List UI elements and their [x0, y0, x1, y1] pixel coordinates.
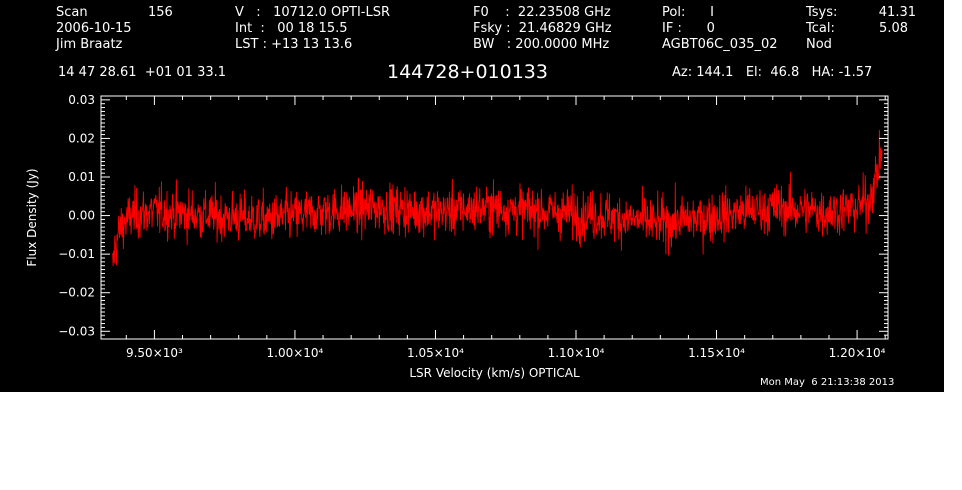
spectrum-chart: 9.50×10³ 1.00×10⁴ 1.05×10⁴ 1.10×10⁴ 1.15×10⁴… — [25, 93, 889, 380]
x-tick-label: 9.50×10³ — [126, 346, 183, 360]
axis-ticks: 9.50×10³ 1.00×10⁴ 1.05×10⁴ 1.10×10⁴ 1.15×10⁴… — [58, 93, 888, 360]
y-tick-label: 0.02 — [68, 131, 95, 145]
integration-time: Int : 00 18 15.5 — [235, 21, 348, 36]
lst-info: LST : +13 13 13.6 — [235, 37, 353, 52]
x-tick-label: 1.00×10⁴ — [267, 346, 324, 360]
observer: Jim Braatz — [56, 37, 123, 52]
y-tick-label: −0.01 — [58, 247, 95, 261]
source-name: 144728+010133 — [387, 61, 548, 83]
project-id: AGBT06C_035_02 — [662, 37, 778, 52]
x-tick-label: 1.10×10⁴ — [548, 346, 605, 360]
y-tick-label: 0.03 — [68, 93, 95, 107]
y-tick-label: 0.01 — [68, 170, 95, 184]
x-tick-label: 1.05×10⁴ — [407, 346, 464, 360]
obs-date: 2006-10-15 — [56, 21, 132, 36]
tcal-value: 5.08 — [879, 21, 908, 36]
spectrum-trace — [111, 129, 883, 267]
tcal-label: Tcal: — [806, 21, 835, 36]
source-coordinates: 14 47 28.61 +01 01 33.1 — [58, 65, 227, 80]
rest-frequency: F0 : 22.23508 GHz — [473, 5, 611, 20]
x-axis-label: LSR Velocity (km/s) OPTICAL — [409, 366, 580, 380]
switching-mode: Nod — [806, 37, 832, 52]
if-number: IF : 0 — [662, 21, 715, 36]
scan-value: 156 — [148, 5, 173, 20]
plot-window: Scan 156 2006-10-15 Jim Braatz V : 10712… — [0, 0, 944, 392]
polarization: Pol: I — [662, 5, 714, 20]
sky-frequency: Fsky : 21.46829 GHz — [473, 21, 612, 36]
spectrum-data-layer — [111, 129, 883, 267]
y-tick-label: −0.02 — [58, 286, 95, 300]
tsys-label: Tsys: — [806, 5, 838, 20]
tsys-value: 41.31 — [878, 5, 916, 20]
x-tick-label: 1.15×10⁴ — [688, 346, 745, 360]
x-tick-label: 1.20×10⁴ — [829, 346, 886, 360]
y-tick-label: 0.00 — [68, 209, 95, 223]
y-axis-label: Flux Density (Jy) — [25, 168, 39, 266]
pointing-info: Az: 144.1 El: 46.8 HA: -1.57 — [672, 65, 873, 80]
plot-timestamp: Mon May 6 21:13:38 2013 — [760, 377, 895, 388]
y-tick-label: −0.03 — [58, 324, 95, 338]
bandwidth: BW : 200.0000 MHz — [473, 37, 610, 52]
velocity-info: V : 10712.0 OPTI-LSR — [235, 5, 391, 20]
plot-frame — [100, 95, 889, 340]
scan-label: Scan — [56, 5, 88, 20]
